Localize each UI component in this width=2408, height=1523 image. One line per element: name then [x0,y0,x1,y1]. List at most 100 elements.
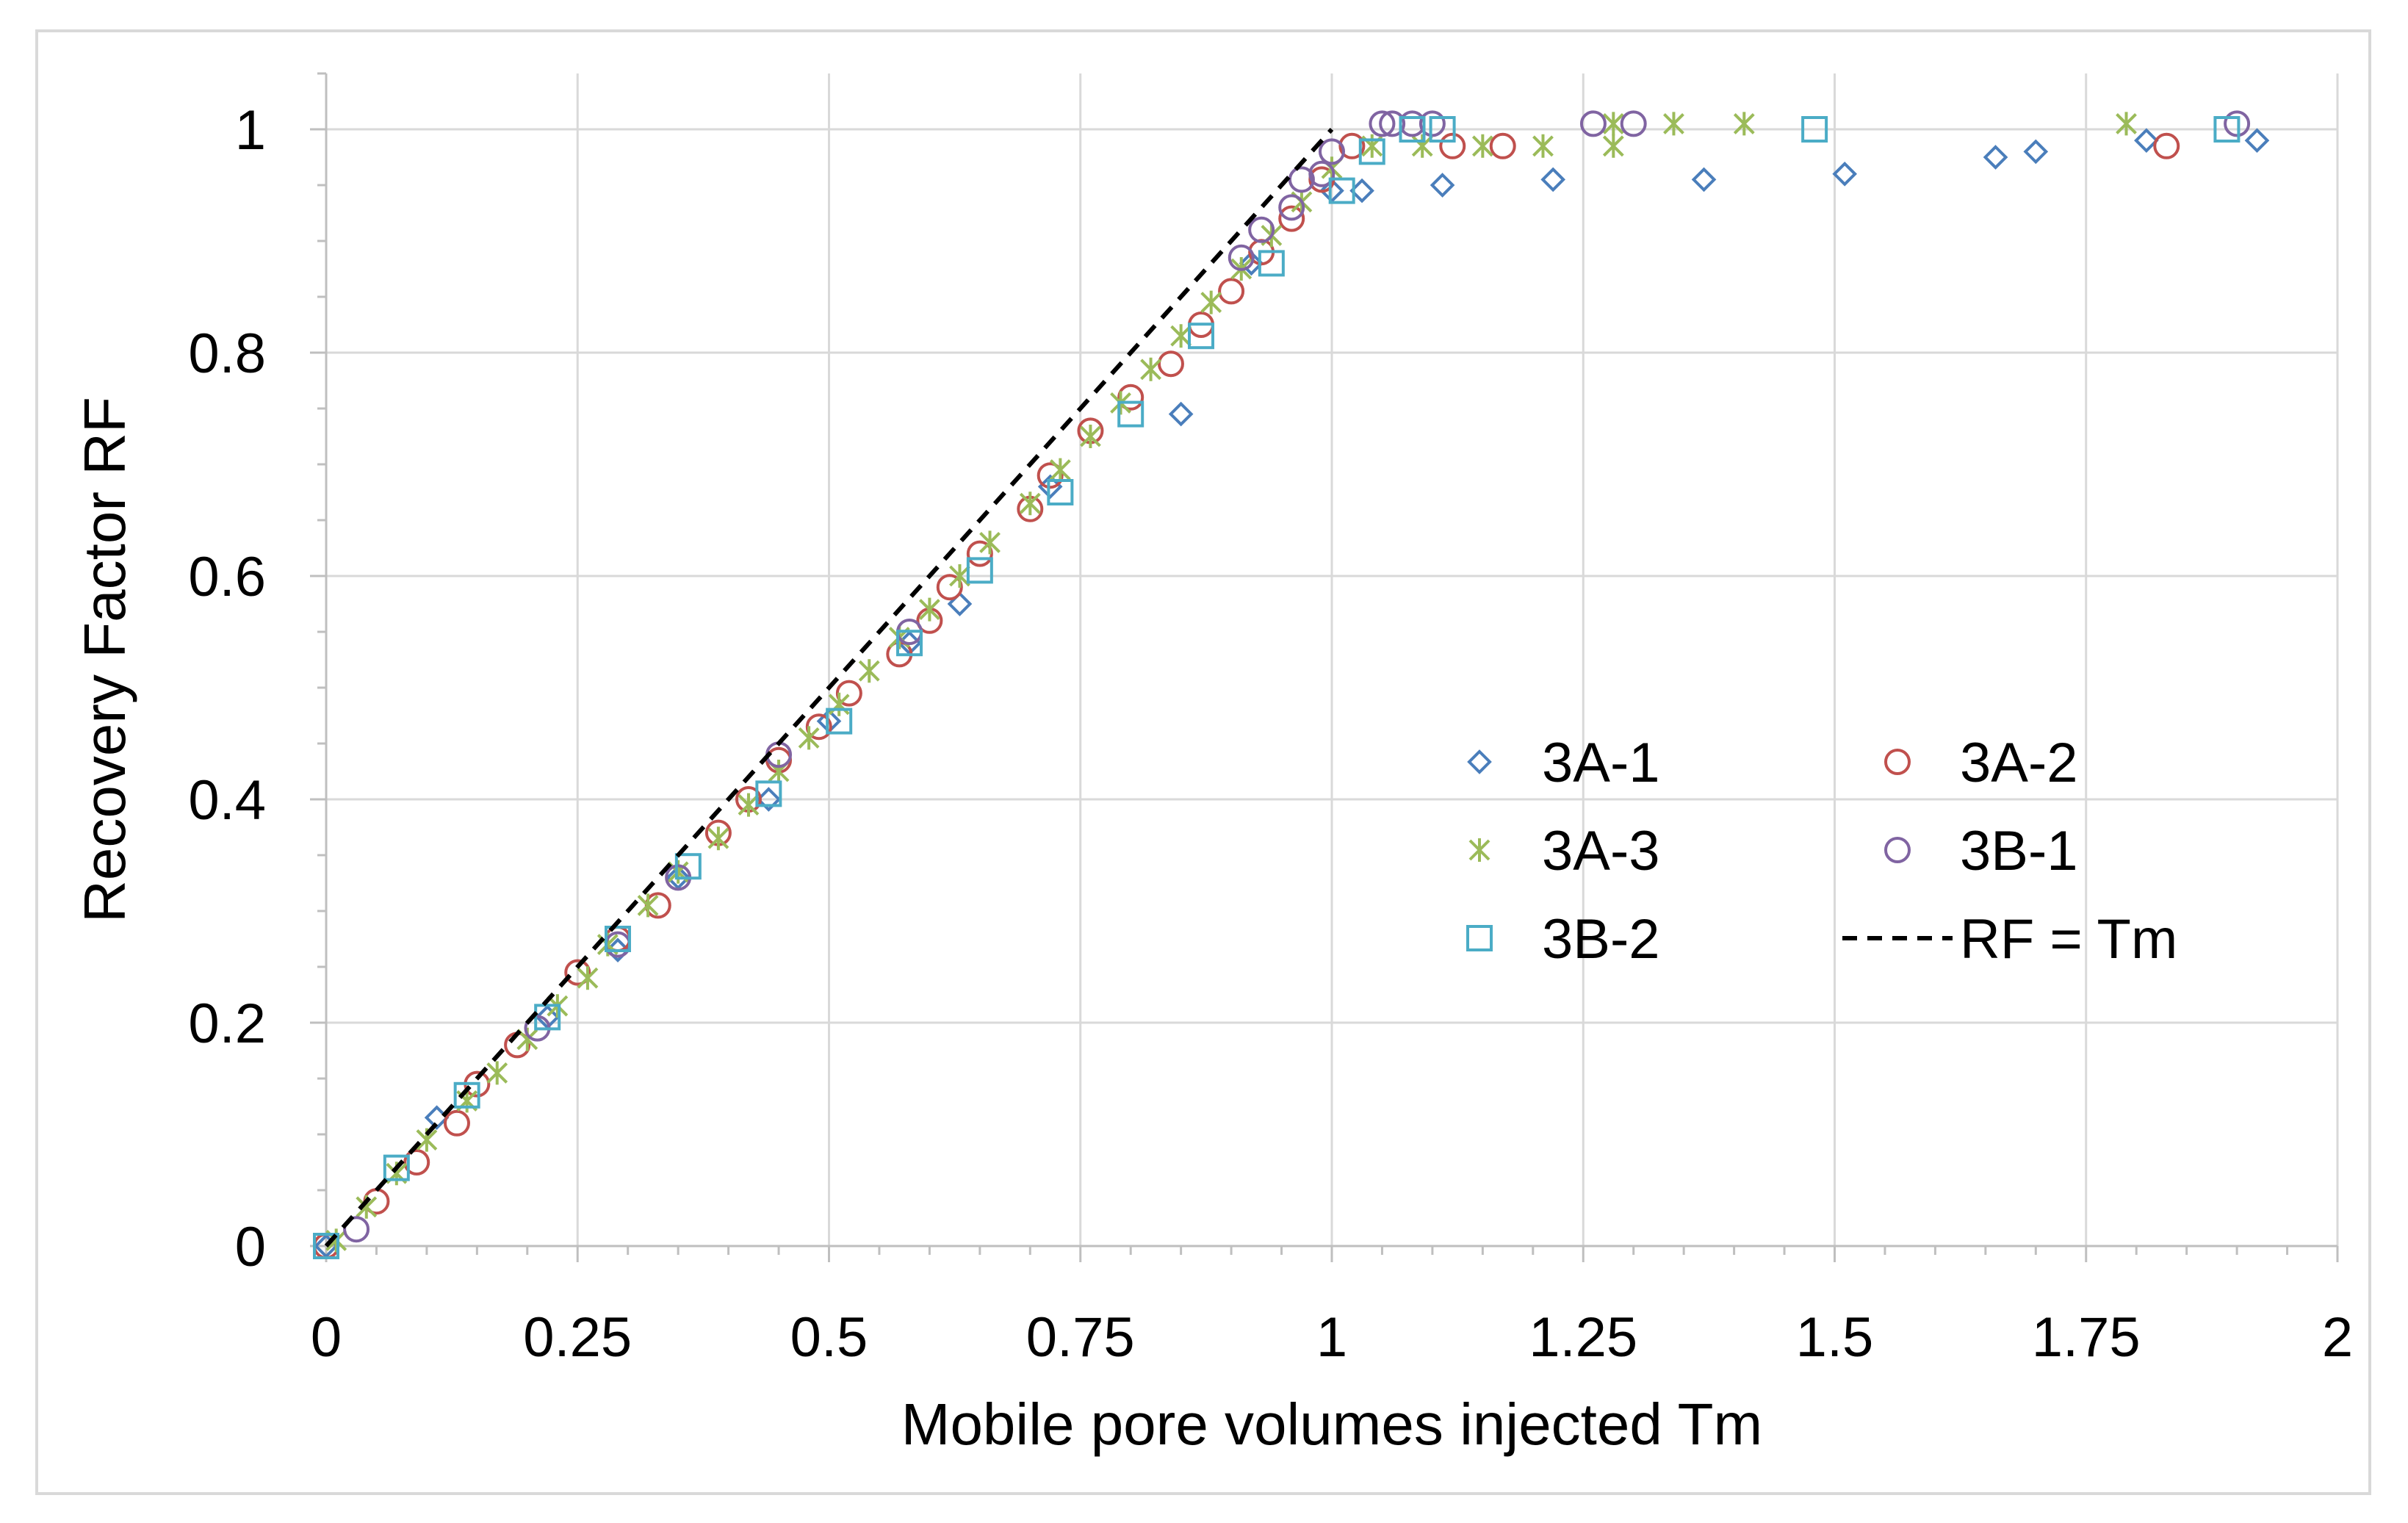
legend-marker-3b-1 [1884,837,1911,863]
data-point-3a-2 [1489,132,1516,159]
data-point-3a-1 [1430,173,1455,198]
data-point-3b-2 [826,708,853,735]
legend-label-3a-1: 3A-1 [1542,732,1660,794]
y-tick-label: 0.6 [188,546,266,608]
y-axis-title: Recovery Factor RF [72,397,137,923]
chart-frame: 0 0.25 0.5 0.75 1 1.25 1.5 1.75 2 0 0.2 0.4 0.6 0.8 1 M… [35,29,2371,1495]
data-point-3a-2 [403,1149,430,1175]
data-point-3a-2 [1037,462,1064,489]
data-point-3a-3 [577,966,599,990]
data-point-3b-2 [1399,116,1426,143]
legend-marker-3b-2 [1466,925,1493,951]
data-point-3a-3 [1411,134,1433,158]
data-point-3b-1 [1620,110,1647,137]
data-point-3a-2 [936,574,963,601]
data-point-3a-3 [486,1061,508,1085]
data-point-3a-3 [918,597,940,622]
data-point-3a-2 [805,713,832,741]
data-point-3a-3 [1080,425,1101,448]
data-point-3b-1 [1579,110,1607,137]
data-point-3a-2 [1278,205,1305,232]
data-point-3a-1 [1239,251,1264,276]
data-point-3a-2 [1157,350,1184,378]
data-point-3a-3 [1602,112,1624,136]
data-point-3a-3 [637,893,659,918]
data-point-3a-1 [1691,167,1717,192]
y-tick-label: 1 [235,99,266,162]
data-point-3a-2 [2153,132,2180,159]
data-point-3a-3 [798,726,820,750]
y-tick-label: 0.4 [188,769,266,832]
data-point-3a-3 [1170,324,1192,348]
chart-svg: 0 0.25 0.5 0.75 1 1.25 1.5 1.75 2 0 0.2 0.4 0.6 0.8 1 M… [72,72,2353,1457]
x-tick-label: 0 [311,1306,342,1369]
series-layer [313,110,2270,1259]
y-tick-label: 0 [235,1216,266,1278]
data-point-3a-2 [1338,132,1366,159]
data-point-3b-1 [1319,138,1345,165]
series-line-rf-tm [324,127,1334,1248]
data-point-3b-2 [453,1081,480,1109]
x-tick-label: 0.5 [790,1306,868,1369]
data-point-3b-2 [755,780,782,807]
legend-layer: 3A-1 3A-2 3A-3 3B-1 3B-2 RF = Tm [1466,732,2177,971]
data-point-3a-1 [2134,128,2159,154]
x-axis-title: Mobile pore volumes injected Tm [901,1391,1762,1457]
data-point-3a-1 [1983,145,2008,170]
y-tick-label: 0.2 [188,993,266,1055]
data-point-3b-2 [1429,116,1456,143]
data-point-3a-3 [738,793,760,817]
data-point-3a-2 [443,1109,470,1137]
data-point-3a-2 [1218,278,1245,305]
y-tick-label: 0.8 [188,323,266,385]
data-point-3a-3 [858,659,880,683]
data-point-3a-1 [756,787,782,812]
data-point-3b-2 [1188,323,1215,350]
legend-marker-3a-1 [1467,749,1492,774]
data-point-3b-2 [674,853,702,880]
data-point-3a-2 [1117,384,1144,411]
legend-label-3a-2: 3A-2 [1960,732,2078,794]
data-point-3b-1 [1308,160,1335,187]
x-tick-label: 1.75 [2032,1306,2141,1369]
data-point-3b-2 [383,1154,410,1181]
legend-marker-3a-2 [1884,749,1911,775]
data-point-3b-1 [343,1216,370,1243]
legend-marker-3a-3 [1468,838,1490,862]
data-point-3b-2 [605,926,632,952]
data-point-3a-2 [1439,132,1466,159]
data-point-3a-3 [1049,458,1071,482]
x-tick-label: 1 [1316,1306,1347,1369]
label-layer: 0 0.25 0.5 0.75 1 1.25 1.5 1.75 2 0 0.2 0.4 0.6 0.8 1 M… [72,99,2353,1457]
axis-layer [310,72,2339,1262]
data-point-3a-3 [2116,112,2137,136]
data-point-3a-3 [1532,134,1554,158]
data-point-3b-1 [1369,110,1396,137]
legend-label-3b-1: 3B-1 [1960,820,2078,882]
x-tick-label: 0.75 [1026,1306,1135,1369]
data-point-3a-1 [1168,401,1194,427]
data-point-3a-2 [835,680,862,707]
data-point-3b-1 [1379,110,1406,137]
data-point-3b-2 [1358,138,1385,165]
data-point-3a-3 [1200,290,1222,314]
data-point-3b-1 [1288,166,1315,193]
data-point-3a-3 [949,564,970,588]
data-point-3a-3 [1140,357,1161,381]
data-point-3b-2 [313,1233,339,1259]
data-point-3b-2 [1117,400,1144,428]
data-point-3b-1 [2224,110,2251,137]
data-point-3b-2 [896,630,923,657]
data-point-3a-1 [1832,161,1858,187]
data-point-3a-3 [1602,134,1624,158]
data-point-3b-2 [1328,177,1355,204]
data-point-3a-3 [1663,112,1684,136]
data-point-3a-1 [947,591,973,616]
data-point-3a-2 [564,959,591,986]
x-tick-label: 1.5 [1796,1306,1874,1369]
data-point-3a-1 [1540,167,1566,192]
x-tick-label: 1.25 [1529,1306,1637,1369]
data-point-3a-1 [2023,139,2049,165]
data-point-3b-2 [1047,479,1074,505]
data-point-3a-3 [1019,492,1041,516]
